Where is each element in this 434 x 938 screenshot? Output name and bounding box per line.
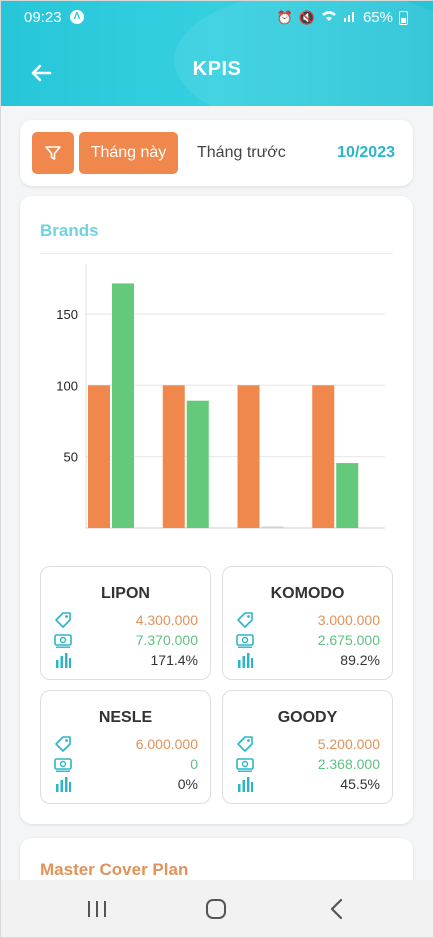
brand-card-1[interactable]: KOMODO 3.000.000 2.675.000 89.2% [222,566,393,680]
signal-icon [343,10,357,25]
brand-name: NESLE [98,709,153,726]
section-title-master-cover-plan: Master Cover Plan [40,860,189,879]
money-icon [53,630,73,650]
status-bar: 09:23 Λ ⏰ 🔇 65% [0,0,434,34]
price-tag-icon [235,610,255,630]
recent-apps-icon[interactable] [82,896,112,922]
mute-icon: 🔇 [298,9,315,25]
money-icon [235,754,255,774]
price-tag-icon [53,610,73,630]
tab-last-month[interactable]: Tháng trước [197,144,286,161]
brand-percent: 45.5% [340,776,380,792]
brand-card-0[interactable]: LIPON 4.300.000 7.370.000 171.4% [40,566,211,680]
battery-percent: 65% [362,9,393,26]
section-divider [40,253,393,254]
brand-actual: 2.368.000 [317,756,380,772]
brand-actual: 0 [190,756,198,772]
bar-komodo-series-0 [162,385,185,528]
y-tick-label: 100 [56,378,78,393]
brands-bar-chart: 50 100 150 [56,264,385,529]
brand-actual: 7.370.000 [135,632,198,648]
page-title: KPIS [192,58,242,80]
brand-card-2[interactable]: NESLE 6.000.000 0 0% [40,690,211,804]
money-icon [53,754,73,774]
system-nav-bar [0,880,434,938]
status-time: 09:23 [24,9,62,26]
money-icon [235,630,255,650]
brands-card: Brands 50 100 150 LIPON 4.300.000 7.370.00… [20,196,413,824]
filter-icon [45,146,61,160]
brand-actual: 2.675.000 [317,632,380,648]
bar-chart-icon [235,774,255,794]
brand-card-3[interactable]: GOODY 5.200.000 2.368.000 45.5% [222,690,393,804]
y-tick-label: 150 [56,307,78,322]
status-right: ⏰ 🔇 65% [277,9,408,26]
bar-lipon-series-0 [88,385,110,528]
brand-target: 3.000.000 [317,612,380,628]
bar-chart-icon [53,774,73,794]
bar-chart-icon [53,650,73,670]
brand-percent: 89.2% [340,652,380,668]
bar-goody-series-1 [336,463,359,528]
battery-icon [399,10,408,25]
bar-goody-series-0 [312,385,335,528]
back-nav-icon[interactable] [322,896,352,922]
back-arrow-icon[interactable] [26,58,56,88]
app-header: 09:23 Λ ⏰ 🔇 65% KPIS [0,0,434,106]
wifi-icon [321,10,337,25]
brand-name: KOMODO [270,585,345,602]
brand-name: GOODY [277,709,338,726]
header-decoration [174,0,434,106]
filter-button[interactable] [32,132,74,174]
alarm-icon: ⏰ [276,9,293,25]
period-filter-bar: Tháng này Tháng trước 10/2023 [20,120,413,186]
bar-lipon-series-1 [112,283,134,528]
bar-nesle-series-1 [261,526,284,528]
bar-komodo-series-1 [186,400,209,528]
brand-percent: 171.4% [150,652,198,668]
section-title-brands: Brands [40,221,99,240]
bar-nesle-series-0 [237,385,260,528]
month-selector[interactable]: 10/2023 [337,144,395,161]
brand-name: LIPON [101,585,150,602]
brand-target: 6.000.000 [135,736,198,752]
y-tick-label: 50 [64,450,78,465]
price-tag-icon [235,734,255,754]
bar-chart-icon [235,650,255,670]
notification-icon: Λ [70,10,84,24]
brand-target: 4.300.000 [135,612,198,628]
tab-this-month[interactable]: Tháng này [79,132,178,174]
price-tag-icon [53,734,73,754]
brand-percent: 0% [177,776,198,792]
brand-target: 5.200.000 [317,736,380,752]
home-icon[interactable] [201,896,231,922]
